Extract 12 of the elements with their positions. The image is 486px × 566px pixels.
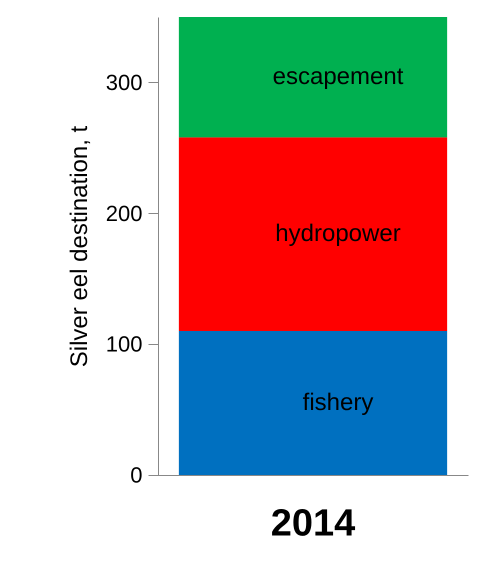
x-tick-label: 2014 <box>270 502 356 544</box>
bar <box>178 331 448 475</box>
bar <box>178 137 448 332</box>
series-label: hydropower <box>275 220 401 248</box>
y-tick-label: 300 <box>106 70 142 95</box>
y-tick-label: 0 <box>130 462 142 488</box>
y-tick-label: 100 <box>106 332 142 357</box>
y-axis-title: Silver eel destination, t <box>66 125 93 368</box>
y-tick-label: 200 <box>106 200 142 226</box>
series-label: escapement <box>272 63 404 90</box>
bar <box>178 17 448 138</box>
series-label: fishery <box>302 389 374 416</box>
